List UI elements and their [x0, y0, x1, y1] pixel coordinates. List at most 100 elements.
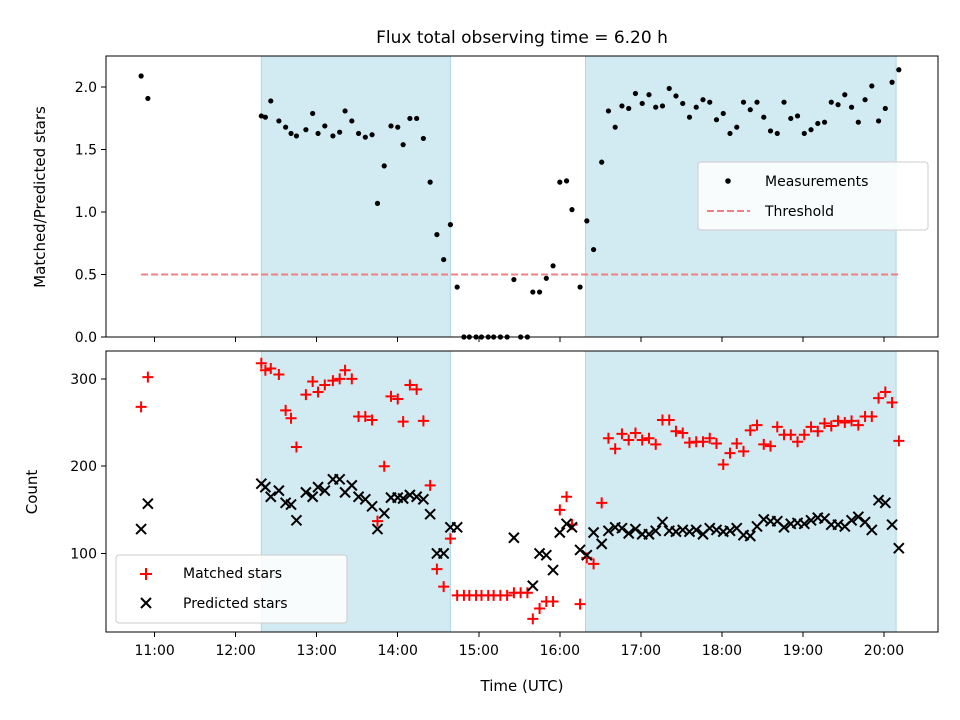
matched-point-22 [385, 390, 397, 402]
matched-point-23 [392, 393, 404, 405]
matched-point-30 [438, 581, 450, 593]
measurement-point-30 [441, 256, 447, 263]
predicted-point-57 [683, 525, 696, 538]
predicted-point-71 [778, 521, 790, 533]
matched-point-98 [893, 435, 905, 447]
matched-point-31 [444, 533, 456, 545]
measurement-point-29 [434, 231, 440, 238]
predicted-point-32 [451, 521, 463, 533]
measurement-point-69 [700, 97, 706, 103]
matched-point-55 [602, 432, 614, 444]
matched-point-21 [378, 460, 390, 472]
predicted-point-51 [643, 528, 655, 540]
predicted-point-61 [710, 524, 723, 536]
measurement-point-48 [557, 179, 563, 185]
predicted-point-86 [879, 497, 892, 509]
matched-point-49 [561, 491, 573, 503]
predicted-point-68 [758, 513, 770, 526]
predicted-point-43 [587, 526, 600, 539]
bottom-panel: 100 200 300 11:00 12:00 13:00 14:00 15:00 16:00… [23, 350, 939, 695]
predicted-point-20 [371, 523, 384, 535]
measurement-point-28 [427, 179, 433, 185]
matched-point-78 [758, 438, 770, 450]
matched-point-51 [574, 598, 586, 610]
predicted-point-52 [650, 525, 662, 537]
matched-star-points [135, 357, 905, 625]
predicted-point-42 [581, 549, 593, 561]
matched-point-53 [588, 558, 600, 570]
matched-point-10 [307, 376, 319, 388]
matched-point-96 [879, 386, 891, 398]
measurement-point-1 [145, 95, 151, 102]
predicted-point-16 [346, 479, 358, 492]
measurement-point-88 [828, 99, 834, 105]
measurement-point-78 [761, 114, 767, 120]
measurement-point-9 [303, 127, 309, 133]
measurement-point-6 [283, 124, 289, 130]
measurement-point-72 [720, 110, 726, 117]
predicted-point-19 [366, 500, 378, 513]
measurement-point-58 [626, 105, 632, 112]
measurement-point-10 [310, 110, 316, 117]
matched-point-97 [886, 396, 898, 408]
matched-point-18 [359, 410, 371, 422]
predicted-point-3 [259, 481, 272, 493]
predicted-point-27 [417, 493, 430, 506]
measurement-point-47 [550, 263, 556, 269]
predicted-point-25 [404, 489, 416, 501]
predicted-point-38 [554, 526, 566, 539]
measurement-point-13 [330, 133, 336, 139]
measurement-point-15 [342, 108, 348, 114]
matched-point-47 [547, 595, 559, 607]
legend-threshold-label: Threshold [764, 204, 834, 220]
predicted-point-12 [319, 484, 331, 497]
measurement-point-12 [322, 123, 328, 129]
matched-point-89 [832, 415, 844, 427]
measurement-point-20 [374, 200, 381, 206]
matched-point-62 [650, 438, 662, 450]
matched-point-71 [710, 438, 722, 450]
predicted-point-17 [352, 491, 365, 503]
measurement-point-25 [407, 115, 413, 122]
predicted-point-87 [886, 518, 898, 531]
measurement-point-14 [337, 129, 343, 135]
top-y-axis-label: Matched/Predicted stars [31, 106, 49, 288]
measurement-point-22 [388, 123, 394, 129]
matched-point-56 [609, 443, 621, 455]
predicted-point-28 [424, 508, 436, 520]
matched-point-92 [852, 419, 864, 431]
legend-measurements-label: Measurements [765, 174, 868, 190]
matched-point-26 [411, 383, 423, 395]
predicted-point-10 [306, 491, 319, 503]
x-axis-label: Time (UTC) [480, 677, 564, 695]
matched-point-69 [697, 436, 709, 448]
measurement-point-31 [447, 222, 454, 228]
matched-point-95 [873, 392, 885, 404]
top-ytick-label-2: 1.0 [75, 205, 97, 221]
measurement-point-83 [794, 113, 801, 119]
measurement-point-50 [569, 207, 575, 213]
predicted-point-39 [560, 518, 573, 530]
predicted-point-34 [527, 580, 539, 592]
predicted-point-41 [574, 544, 586, 556]
legend-measurements-marker [725, 178, 731, 184]
matched-point-85 [805, 421, 817, 433]
measurement-point-70 [707, 99, 713, 105]
legend-matched-marker [140, 568, 152, 580]
measurement-point-64 [666, 85, 672, 92]
matched-point-79 [765, 440, 777, 452]
matched-point-19 [366, 414, 378, 426]
measurement-point-84 [801, 130, 807, 137]
bottom-xtick-label-6: 17:00 [621, 643, 661, 659]
predicted-point-35 [533, 547, 546, 560]
matched-point-75 [738, 445, 750, 457]
matched-point-2 [255, 357, 267, 369]
matched-point-59 [629, 427, 641, 439]
matched-point-58 [623, 434, 635, 446]
top-legend: Measurements Threshold [697, 161, 929, 231]
predicted-point-14 [333, 473, 346, 485]
measurement-point-85 [808, 127, 814, 133]
predicted-point-40 [566, 521, 578, 533]
top-y-ticks: 0.0 0.5 1.0 1.5 2.0 [75, 80, 106, 346]
